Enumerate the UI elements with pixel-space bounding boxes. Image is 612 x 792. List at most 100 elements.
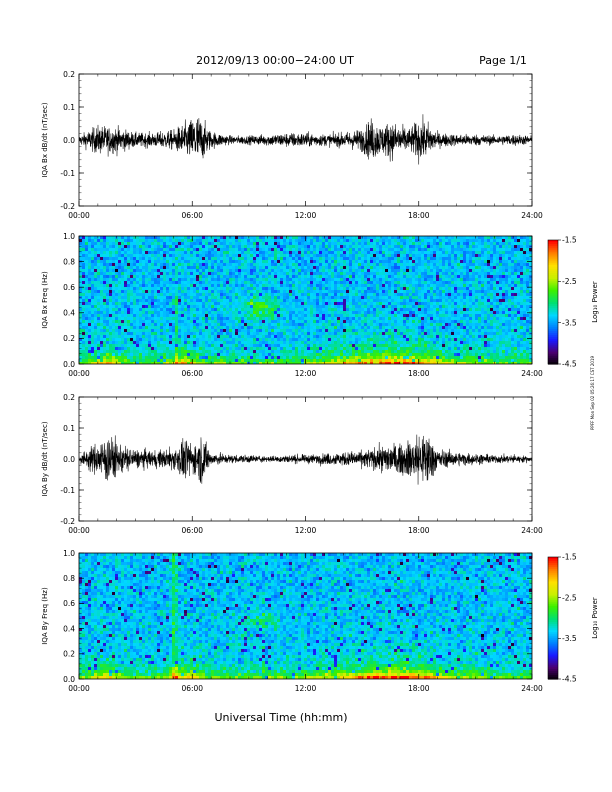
spectrogram-cell — [115, 251, 118, 254]
spectrogram-cell — [361, 278, 364, 281]
spectrogram-cell — [283, 284, 286, 287]
spectrogram-cell — [304, 257, 307, 260]
spectrogram-cell — [253, 329, 256, 332]
spectrogram-cell — [355, 263, 358, 266]
spectrogram-cell — [202, 335, 205, 338]
spectrogram-cell — [370, 281, 373, 284]
spectrogram-cell — [235, 242, 238, 245]
spectrogram-cell — [175, 299, 178, 302]
spectrogram-cell — [220, 257, 223, 260]
spectrogram-cell — [220, 341, 223, 344]
spectrogram-cell — [262, 236, 265, 239]
spectrogram-cell — [346, 296, 349, 299]
spectrogram-cell — [97, 326, 100, 329]
spectrogram-cell — [343, 248, 346, 251]
spectrogram-cell — [343, 335, 346, 338]
spectrogram-cell — [91, 284, 94, 287]
spectrogram-cell — [322, 362, 325, 364]
spectrogram-cell — [268, 266, 271, 269]
spectrogram-cell — [235, 356, 238, 359]
spectrogram-cell — [145, 329, 148, 332]
spectrogram-cell — [325, 302, 328, 305]
spectrogram-cell — [391, 296, 394, 299]
spectrogram-cell — [262, 308, 265, 311]
spectrogram-cell — [343, 275, 346, 278]
spectrogram-cell — [265, 239, 268, 242]
spectrogram-cell — [190, 308, 193, 311]
spectrogram-cell — [106, 284, 109, 287]
spectrogram-cell — [289, 332, 292, 335]
spectrogram-cell — [100, 254, 103, 257]
spectrogram-cell — [307, 359, 310, 362]
spectrogram-cell — [406, 260, 409, 263]
spectrogram-cell — [232, 296, 235, 299]
spectrogram-cell — [79, 251, 82, 254]
spectrogram-cell — [355, 299, 358, 302]
spectrogram-cell — [277, 245, 280, 248]
spectrogram-cell — [370, 338, 373, 341]
spectrogram-cell — [325, 254, 328, 257]
spectrogram-cell — [280, 356, 283, 359]
spectrogram-cell — [121, 260, 124, 263]
spectrogram-cell — [205, 260, 208, 263]
spectrogram-cell — [250, 299, 253, 302]
spectrogram-cell — [367, 236, 370, 239]
spectrogram-cell — [397, 242, 400, 245]
spectrogram-cell — [379, 284, 382, 287]
spectrogram-cell — [361, 263, 364, 266]
spectrogram-cell — [97, 341, 100, 344]
spectrogram-cell — [415, 353, 418, 356]
spectrogram-cell — [154, 338, 157, 341]
spectrogram-cell — [307, 281, 310, 284]
spectrogram-cell — [232, 269, 235, 272]
spectrogram-cell — [295, 317, 298, 320]
spectrogram-cell — [271, 266, 274, 269]
spectrogram-cell — [199, 344, 202, 347]
spectrogram-cell — [256, 281, 259, 284]
spectrogram-cell — [292, 299, 295, 302]
spectrogram-cell — [151, 326, 154, 329]
spectrogram-cell — [124, 305, 127, 308]
spectrogram-cell — [94, 302, 97, 305]
spectrogram-cell — [268, 290, 271, 293]
spectrogram-cell — [415, 317, 418, 320]
spectrogram-cell — [295, 266, 298, 269]
spectrogram-cell — [154, 263, 157, 266]
spectrogram-cell — [289, 257, 292, 260]
spectrogram-cell — [124, 347, 127, 350]
spectrogram-cell — [328, 356, 331, 359]
spectrogram-cell — [253, 239, 256, 242]
spectrogram-cell — [391, 269, 394, 272]
spectrogram-cell — [334, 323, 337, 326]
spectrogram-cell — [154, 317, 157, 320]
spectrogram-cell — [154, 287, 157, 290]
spectrogram-cell — [373, 305, 376, 308]
spectrogram-cell — [88, 320, 91, 323]
spectrogram-cell — [346, 272, 349, 275]
spectrogram-cell — [286, 335, 289, 338]
spectrogram-cell — [217, 293, 220, 296]
spectrogram-cell — [130, 296, 133, 299]
spectrogram-cell — [292, 308, 295, 311]
spectrogram-cell — [310, 257, 313, 260]
spectrogram-cell — [124, 350, 127, 353]
spectrogram-cell — [94, 329, 97, 332]
spectrogram-cell — [85, 293, 88, 296]
spectrogram-cell — [85, 353, 88, 356]
spectrogram-cell — [229, 251, 232, 254]
spectrogram-cell — [334, 320, 337, 323]
spectrogram-cell — [277, 329, 280, 332]
spectrogram-cell — [298, 245, 301, 248]
spectrogram-cell — [337, 320, 340, 323]
spectrogram-cell — [232, 263, 235, 266]
spectrogram-cell — [376, 284, 379, 287]
spectrogram-cell — [247, 284, 250, 287]
spectrogram-cell — [403, 254, 406, 257]
spectrogram-cell — [124, 293, 127, 296]
spectrogram-cell — [397, 356, 400, 359]
spectrogram-cell — [322, 236, 325, 239]
spectrogram-cell — [316, 347, 319, 350]
spectrogram-cell — [310, 353, 313, 356]
spectrogram-cell — [223, 272, 226, 275]
spectrogram-cell — [379, 305, 382, 308]
